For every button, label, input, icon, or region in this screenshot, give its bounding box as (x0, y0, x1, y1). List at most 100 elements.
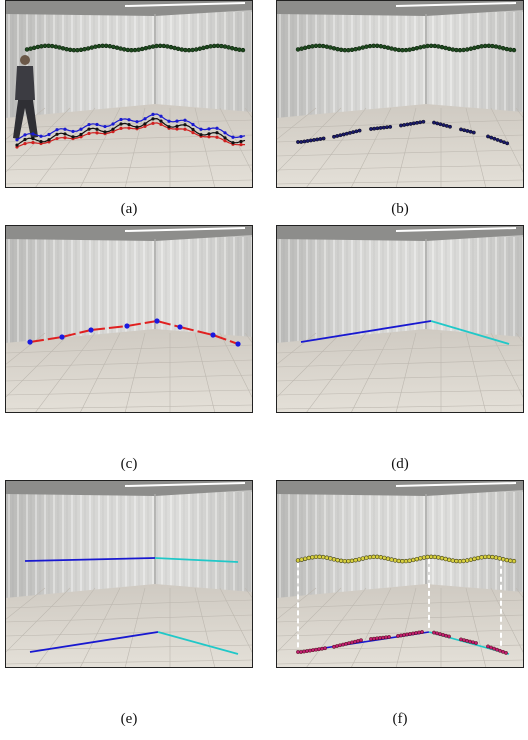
trajectory-point (371, 43, 376, 49)
caption: (d) (391, 456, 409, 472)
trajectory-point (444, 124, 449, 128)
panel-f (276, 480, 524, 668)
trajectory-point (447, 46, 452, 52)
floor-tile (350, 107, 392, 188)
trajectory-point (351, 130, 356, 135)
trace-point (55, 136, 59, 141)
trajectory-point (233, 46, 239, 52)
trace-point (175, 127, 179, 131)
top-line (154, 557, 239, 563)
key-point (210, 332, 216, 338)
panel-b (276, 0, 524, 188)
segment (90, 325, 128, 331)
trajectory-point (439, 44, 445, 50)
trajectory-point (400, 47, 405, 53)
trace-point (151, 121, 155, 125)
trajectory-point (396, 47, 402, 53)
trace-point (23, 137, 27, 142)
trajectory-point (338, 47, 344, 53)
trajectory-point (447, 557, 452, 563)
key-point (59, 334, 65, 340)
trajectory-point (504, 46, 510, 52)
floor-tile (5, 599, 253, 609)
trajectory-point (495, 137, 500, 142)
trajectory-point (183, 47, 188, 53)
trajectory-point (414, 45, 420, 51)
photo (5, 0, 253, 188)
trajectory-point (385, 125, 389, 130)
trajectory-point (42, 43, 48, 49)
trajectory-point (165, 44, 170, 49)
trajectory-point (400, 558, 405, 564)
trace-point (199, 133, 203, 137)
trace-point (87, 131, 91, 136)
trajectory-point (186, 47, 192, 53)
trace-point (111, 127, 115, 131)
trace-point (87, 127, 91, 131)
curtain (5, 237, 253, 347)
panel-border (276, 0, 524, 188)
trajectory-point (492, 136, 497, 141)
floor-tile (490, 107, 524, 175)
trajectory-point (349, 47, 355, 53)
floor-tile (276, 149, 524, 157)
trajectory-point (403, 558, 409, 564)
trace-point (215, 135, 219, 139)
trajectory-point (310, 44, 315, 49)
trace-point (103, 124, 107, 129)
segment (126, 320, 158, 327)
trajectory-point (498, 139, 503, 143)
light (124, 482, 246, 487)
trajectory-point (32, 45, 37, 50)
trace-point (183, 118, 187, 122)
floor-tile (276, 374, 524, 382)
floor (5, 584, 253, 668)
trace-point (223, 136, 227, 140)
body (15, 66, 35, 100)
trace-point (23, 133, 27, 137)
floor-tile (276, 404, 524, 410)
trace-point (39, 134, 43, 138)
floor-tile (194, 332, 216, 413)
trajectory-point (320, 554, 326, 560)
trace-point (223, 131, 227, 135)
trajectory-point (490, 43, 495, 49)
person (13, 55, 38, 139)
trajectory-point (465, 129, 470, 133)
trace-point (135, 120, 139, 124)
trajectory-point (335, 46, 340, 52)
floor-tile (79, 332, 121, 413)
trajectory-point (158, 43, 163, 49)
trace-point (79, 135, 83, 139)
trace-point (55, 132, 59, 136)
trace-point (103, 130, 107, 134)
trajectory-point (372, 126, 377, 131)
trajectory-point (454, 47, 459, 53)
trajectory-point (161, 43, 167, 49)
trace-point (183, 123, 187, 127)
trajectory-point (459, 127, 463, 132)
trajectory-point (462, 128, 467, 133)
curtain (5, 492, 253, 602)
trace-point (47, 132, 51, 137)
floor-tile (305, 332, 367, 413)
trajectory-point (39, 44, 44, 49)
trajectory-point (360, 45, 366, 50)
trace-point (23, 142, 27, 146)
trajectory-point (486, 134, 490, 139)
trajectory-point (302, 139, 307, 144)
trajectory-point (450, 47, 456, 52)
trajectory-point (454, 558, 459, 564)
trace-point (79, 127, 83, 131)
trajectory-point (356, 46, 362, 51)
trajectory-point (114, 45, 120, 50)
trajectory-point (57, 45, 62, 50)
trajectory-point (448, 124, 452, 129)
trajectory-point (421, 555, 427, 560)
legs (13, 100, 38, 139)
trajectory-point (118, 46, 123, 51)
trajectory-point (353, 558, 358, 563)
floor-tile (219, 107, 253, 175)
floor-tile (5, 587, 46, 621)
floor-tile (276, 614, 524, 623)
